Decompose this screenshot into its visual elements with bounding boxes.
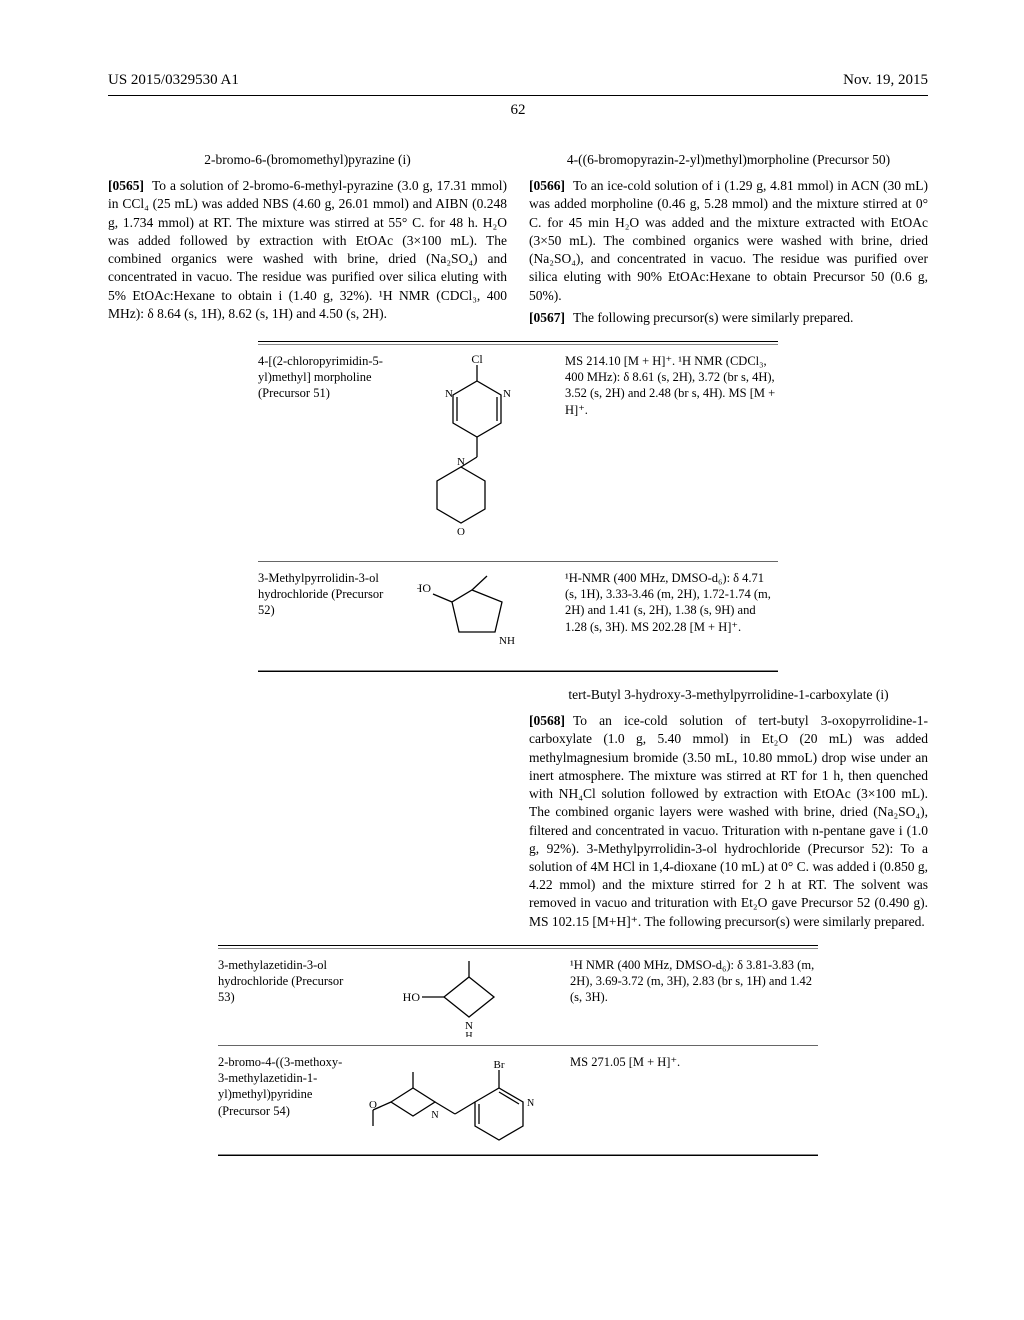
svg-text:N: N [503,388,511,400]
para-number: [0567] [529,310,565,325]
svg-text:HO: HO [403,990,421,1004]
page-number: 62 [108,102,928,119]
table-row: 2-bromo-4-((3-methoxy-3-methylazetidin-1… [218,1045,818,1152]
svg-text:HO: HO [417,581,431,595]
header-right: Nov. 19, 2015 [843,72,928,89]
svg-text:N: N [431,1110,438,1121]
chem-structure: HO N H [354,957,564,1037]
svg-text:O: O [457,526,465,538]
svg-text:N: N [457,456,465,468]
para-number: [0565] [108,178,144,193]
page-header: US 2015/0329530 A1 Nov. 19, 2015 [108,72,928,96]
table-row: 4-[(2-chloropyrimidin-5-yl)methyl] morph… [258,345,778,561]
para-text: To an ice-cold solution of tert-butyl 3-… [529,713,928,928]
para-0568: [0568]To an ice-cold solution of tert-bu… [529,712,928,931]
chem-structure: O N Br N [354,1054,564,1144]
precursor-data: MS 271.05 [M + H]⁺. [564,1054,818,1070]
para-0567: [0567] The following precursor(s) were si… [529,309,928,327]
top-columns: 2-bromo-6-(bromomethyl)pyrazine (i) [056… [108,147,928,331]
right-column: 4-((6-bromopyrazin-2-yl)methyl)morpholin… [529,147,928,331]
precursor-name: 4-[(2-chloropyrimidin-5-yl)methyl] morph… [258,353,394,402]
precursor-data: MS 214.10 [M + H]⁺. ¹H NMR (CDCl₃, 400 M… [559,353,778,418]
para-text: The following precursor(s) were similarl… [573,310,853,325]
table-row: 3-methylazetidin-3-ol hydrochloride (Pre… [218,949,818,1045]
svg-text:Cl: Cl [471,353,483,366]
left-title: 2-bromo-6-(bromomethyl)pyrazine (i) [108,151,507,169]
para-number: [0566] [529,178,565,193]
header-left: US 2015/0329530 A1 [108,72,239,89]
left-column: 2-bromo-6-(bromomethyl)pyrazine (i) [056… [108,147,507,331]
para-0566: [0566]To an ice-cold solution of i (1.29… [529,177,928,305]
precursor-data: ¹H-NMR (400 MHz, DMSO-d₆): δ 4.71 (s, 1H… [559,570,778,635]
svg-text:O: O [369,1099,377,1111]
table-row: 3-Methylpyrrolidin-3-ol hydrochloride (P… [258,561,778,668]
para-number: [0568] [529,713,565,728]
para-text: To a solution of 2-bromo-6-methyl-pyrazi… [108,178,507,321]
mid-columns: tert-Butyl 3-hydroxy-3-methylpyrrolidine… [108,682,928,935]
precursor-name: 2-bromo-4-((3-methoxy-3-methylazetidin-1… [218,1054,354,1119]
svg-text:N: N [445,388,453,400]
right-title: 4-((6-bromopyrazin-2-yl)methyl)morpholin… [529,151,928,169]
precursor-name: 3-methylazetidin-3-ol hydrochloride (Pre… [218,957,354,1006]
precursor-table-1: 4-[(2-chloropyrimidin-5-yl)methyl] morph… [258,341,778,672]
svg-text:N: N [527,1098,534,1109]
para-0565: [0565]To a solution of 2-bromo-6-methyl-… [108,177,507,323]
chem-structure: HO NH [394,570,559,660]
precursor-table-2: 3-methylazetidin-3-ol hydrochloride (Pre… [218,945,818,1156]
chem-structure: Cl N N N O [394,353,559,553]
para-text: To an ice-cold solution of i (1.29 g, 4.… [529,178,928,302]
mid-title: tert-Butyl 3-hydroxy-3-methylpyrrolidine… [529,686,928,704]
precursor-data: ¹H NMR (400 MHz, DMSO-d₆): δ 3.81-3.83 (… [564,957,818,1006]
svg-text:H: H [465,1031,472,1037]
svg-text:Br: Br [494,1059,505,1071]
mid-column: tert-Butyl 3-hydroxy-3-methylpyrrolidine… [529,682,928,935]
svg-text:NH: NH [499,635,515,647]
precursor-name: 3-Methylpyrrolidin-3-ol hydrochloride (P… [258,570,394,619]
